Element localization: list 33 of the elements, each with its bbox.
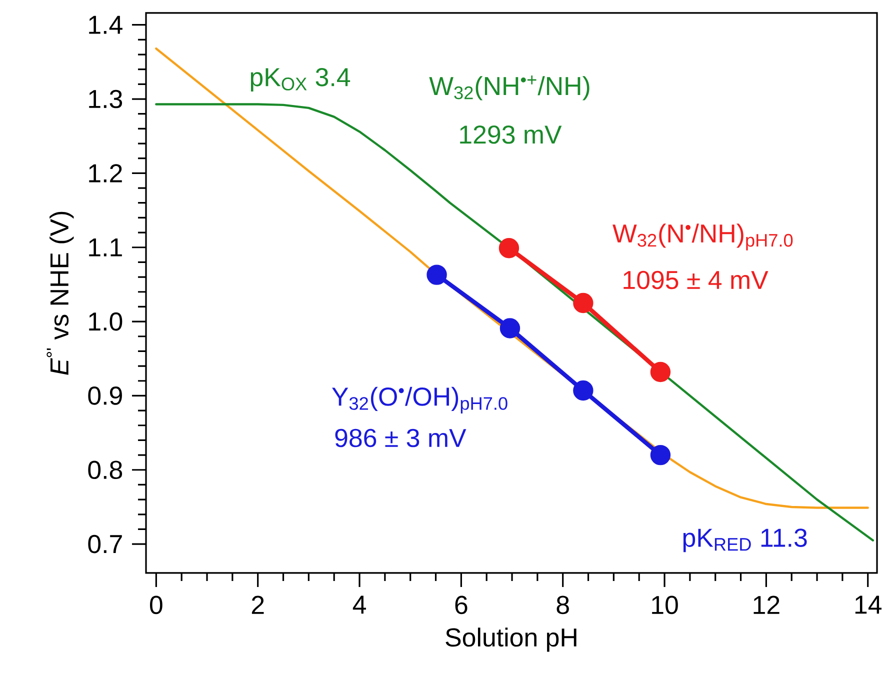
- x-tick-label: 0: [150, 596, 162, 614]
- annotation: 1293 mV: [460, 125, 562, 144]
- point: [573, 292, 594, 314]
- annotation: 986 ± 3 mV: [335, 428, 466, 448]
- annotation: pK$_{OX}$ 3.4: [250, 68, 350, 92]
- series-label: Y$_{32}$(O$^{•}$/OH)$_{pH7.0}$: [332, 386, 508, 414]
- text: W$_{32}$(NH$^{•+}$/NH): [429, 75, 590, 100]
- y-tick-label: 1.1: [89, 238, 122, 256]
- y-tick-label: 0.8: [88, 460, 122, 480]
- x-axis-title: Solution pH: [446, 628, 576, 652]
- y-tick-label: 1.2: [89, 164, 122, 182]
- annotation: pK$_{RED}$ 11.3: [683, 528, 807, 552]
- x-tick-label: 2: [252, 596, 264, 614]
- y-tick-label: 0.7: [88, 534, 122, 554]
- x-tick-label: 8: [556, 596, 569, 614]
- x-tick-label: 14: [855, 596, 882, 614]
- y-tick-label: 1.4: [89, 16, 122, 34]
- x-tick-label: 4: [352, 596, 366, 614]
- x-tick-label: 12: [754, 596, 780, 614]
- point: [650, 444, 671, 466]
- y-tick-label: 1.3: [89, 90, 122, 108]
- point: [573, 380, 594, 401]
- annotation: 1095 ± 4 mV: [624, 270, 768, 290]
- text: W$_{32}$(N$^{•}$/NH)$_{pH7.0}$: [612, 224, 793, 250]
- x-tick-label: 10: [652, 596, 678, 614]
- point: [650, 362, 671, 382]
- point: [426, 264, 447, 285]
- x-tick-label: 6: [455, 596, 468, 614]
- point: [498, 238, 520, 258]
- y-axis-title: E$^{°'}$ vs NHE (V): [46, 212, 74, 375]
- y-tick-label: 0.9: [88, 386, 122, 405]
- point: [500, 318, 520, 338]
- y-tick-label: 1.0: [89, 312, 122, 331]
